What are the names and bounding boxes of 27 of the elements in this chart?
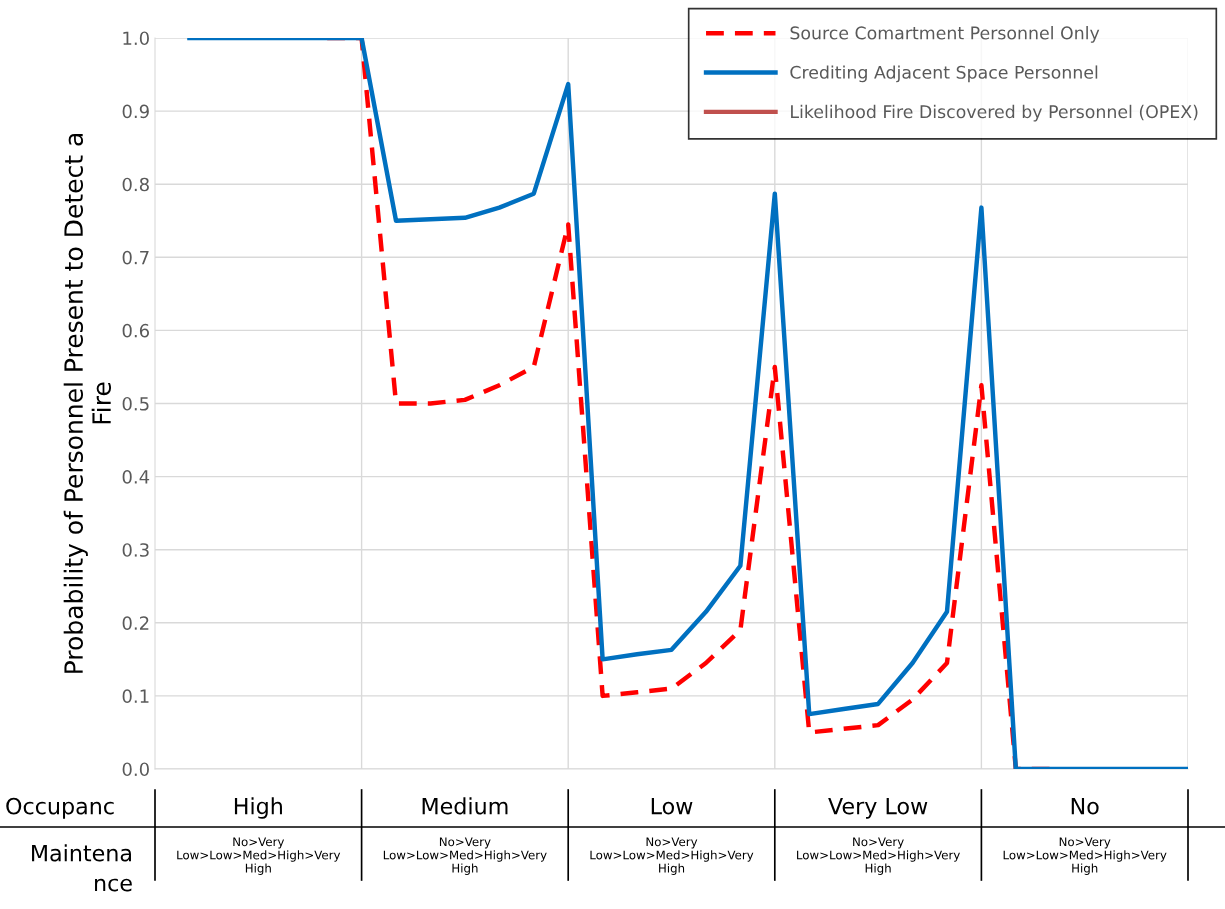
legend-label: Crediting Adjacent Space Personnel	[790, 65, 1098, 83]
text: No>Very Low>Low>Med>High>Very High	[590, 837, 754, 875]
text: High	[234, 797, 282, 819]
y-tick-label: 0.3	[122, 543, 149, 557]
text: Low	[651, 797, 693, 815]
text: Maintena nce	[32, 844, 132, 892]
text: Occupanc	[6, 797, 114, 819]
text: No>Very Low>Low>Med>High>Very High	[383, 837, 547, 875]
y-tick-label: 0.9	[122, 104, 149, 119]
y-tick-label: 1.0	[123, 31, 149, 46]
text: No	[1071, 797, 1099, 815]
text: No>Very Low>Low>Med>High>Very High	[177, 837, 341, 875]
y-tick-label: 0.0	[122, 762, 149, 777]
y-tick-label: 0.1	[122, 689, 149, 704]
y-tick-label: 0.6	[122, 323, 149, 338]
text: Medium	[422, 797, 508, 815]
y-tick-label: 0.8	[122, 177, 149, 192]
text: No>Very Low>Low>Med>High>Very High	[797, 837, 960, 875]
text: No>Very Low>Low>Med>High>Very High	[1003, 837, 1167, 875]
y-tick-label: 0.7	[122, 250, 149, 265]
y-tick-label: 0.5	[122, 396, 149, 411]
y-tick-label: 0.2	[122, 616, 149, 630]
text: Very Low	[828, 797, 928, 819]
legend-label: Likelihood Fire Discovered by Personnel (OPEX)	[791, 104, 1198, 122]
legend-label: Source Comartment Personnel Only	[790, 26, 1100, 43]
y-axis-title: Probability of Personnel Present to Detect a Fire	[63, 133, 112, 673]
y-tick-label: 0.4	[122, 470, 150, 484]
